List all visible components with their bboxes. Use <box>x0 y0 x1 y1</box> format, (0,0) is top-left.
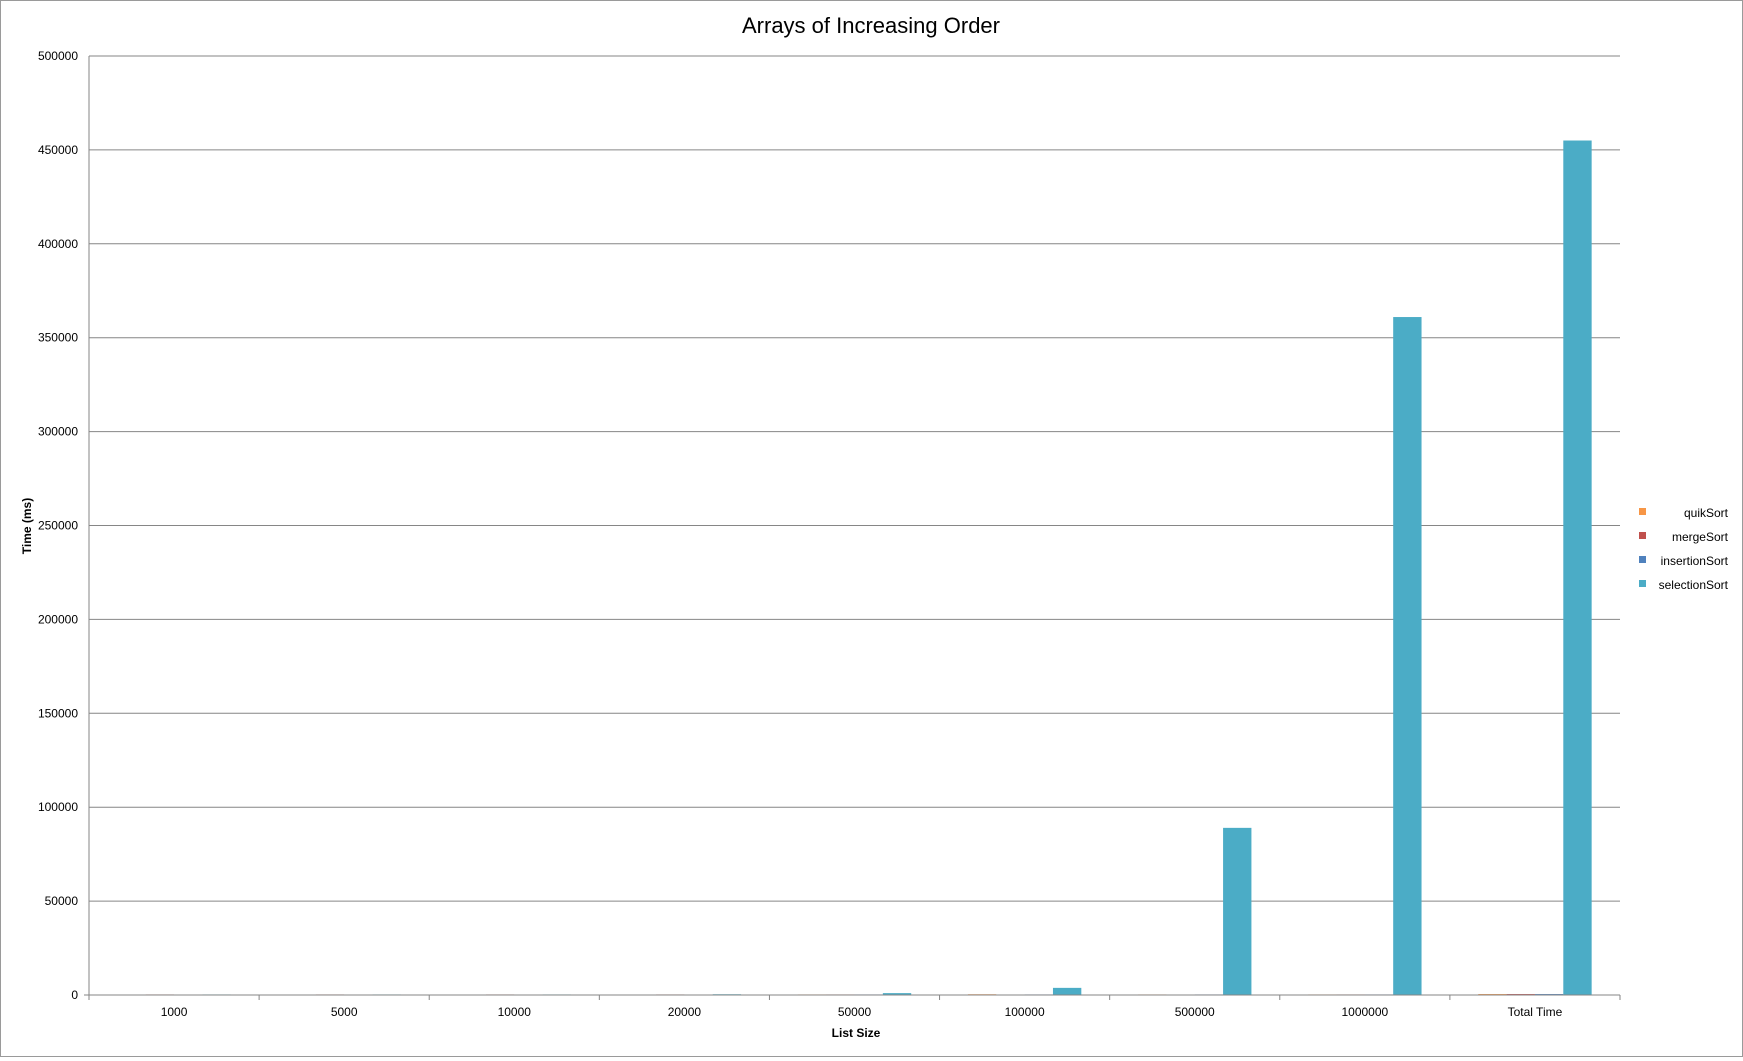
y-tick-label: 500000 <box>38 49 78 63</box>
x-tick-label: Total Time <box>1508 1005 1563 1019</box>
x-tick-label: 1000 <box>161 1005 188 1019</box>
y-tick-label: 400000 <box>38 237 78 251</box>
legend-swatch <box>1639 556 1646 563</box>
x-tick-label: 5000 <box>331 1005 358 1019</box>
y-tick-label: 150000 <box>38 706 78 720</box>
y-tick-label: 0 <box>71 988 78 1002</box>
x-tick-label: 500000 <box>1175 1005 1215 1019</box>
x-tick-label: 1000000 <box>1341 1005 1388 1019</box>
bar-selectionSort <box>1223 828 1251 995</box>
chart-title: Arrays of Increasing Order <box>742 13 1000 38</box>
x-tick-label: 10000 <box>498 1005 532 1019</box>
y-tick-label: 250000 <box>38 519 78 533</box>
legend-label: insertionSort <box>1661 554 1729 568</box>
bar-selectionSort <box>1563 141 1591 995</box>
y-tick-label: 200000 <box>38 612 78 626</box>
x-tick-labels: 1000 5000 10000 20000 50000 100000 500000 10000… <box>161 1005 1563 1019</box>
axes <box>84 56 1620 1000</box>
legend-label: selectionSort <box>1659 578 1729 592</box>
bars <box>146 141 1592 995</box>
gridlines <box>89 56 1620 995</box>
x-axis-title: List Size <box>832 1026 881 1040</box>
y-tick-label: 50000 <box>45 894 79 908</box>
y-tick-labels: 0 50000 100000 150000 200000 250000 300000 3500… <box>38 49 78 1002</box>
legend-label: quikSort <box>1684 506 1729 520</box>
x-tick-label: 50000 <box>838 1005 872 1019</box>
x-tick-label: 100000 <box>1005 1005 1045 1019</box>
y-tick-label: 100000 <box>38 800 78 814</box>
bar-selectionSort <box>1393 317 1421 995</box>
legend-label: mergeSort <box>1672 530 1729 544</box>
y-tick-label: 350000 <box>38 331 78 345</box>
y-tick-label: 450000 <box>38 143 78 157</box>
legend-swatch <box>1639 532 1646 539</box>
y-axis-title: Time (ms) <box>20 498 34 554</box>
legend-swatch <box>1639 508 1646 515</box>
bar-selectionSort <box>1053 988 1081 995</box>
legend-swatch <box>1639 580 1646 587</box>
y-tick-label: 300000 <box>38 425 78 439</box>
x-tick-label: 20000 <box>668 1005 702 1019</box>
legend: quikSort mergeSort insertionSort selectionS… <box>1639 506 1729 592</box>
